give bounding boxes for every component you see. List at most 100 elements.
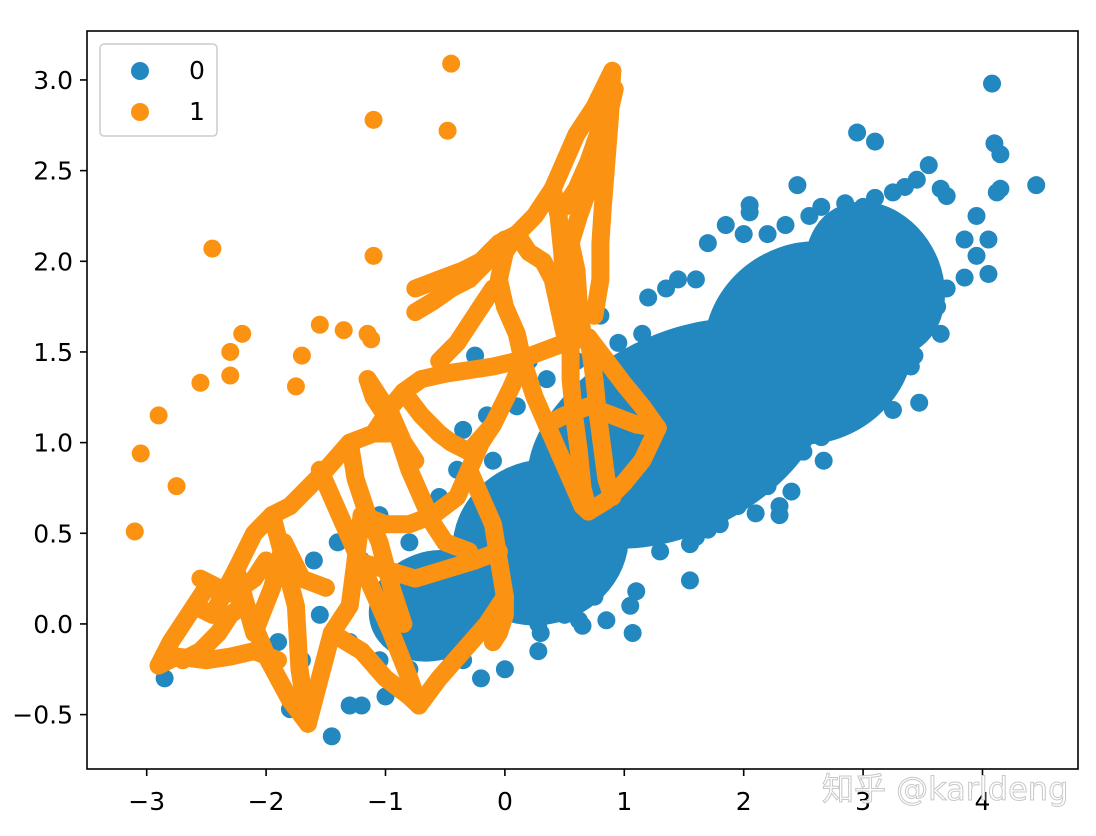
x-axis: −3 −2 −1 0 1 2 3 4 [128,769,990,816]
y-tick-label: 3.0 [33,66,73,95]
plot-frame [86,30,1079,770]
series-1-point [358,324,377,343]
series-0-point [758,477,777,496]
y-tick-label: 2.5 [33,157,73,186]
series-1-point [442,54,461,73]
series-1-point [286,377,305,396]
series-0-point [680,571,699,590]
legend-label-1: 1 [189,97,205,126]
series-1-point [191,373,210,392]
series-0-point [621,596,640,615]
series-0-point [866,359,885,378]
series-1-mesh-line [394,382,502,461]
series-0-point [979,264,998,283]
series-1-mesh-line [191,551,276,601]
series-0-point [830,415,849,434]
series-1-point [131,444,150,463]
series-0-point [609,333,628,352]
series-0-point [883,400,902,419]
series-0-point [931,324,950,343]
series-0-point [585,587,604,606]
series-0-point [987,183,1006,202]
series-1-mesh-line [561,234,592,343]
series-0-point [734,225,753,244]
series-0-point [734,469,753,488]
series-1-point [203,239,222,258]
series-0-point [991,145,1010,164]
series-0-point [752,460,771,479]
series-0-point [901,357,920,376]
series-0-point [788,176,807,195]
series-0-point [669,270,688,289]
series-1-mesh [149,61,667,733]
series-0-point [623,624,642,643]
series-0-point [955,230,974,249]
series-1-mesh-line [227,533,335,642]
series-1-mesh-line [507,225,574,343]
x-tick-label: 4 [975,787,991,816]
series-0-point [639,288,658,307]
series-0-point [531,624,550,643]
series-1-point [221,342,240,361]
series-0-point [567,593,586,612]
series-0-point [740,203,759,222]
series-0-point [686,270,705,289]
series-0-point [794,442,813,461]
series-0-point [543,569,562,588]
series-0-point [836,194,855,213]
series-1-point [292,346,311,365]
series-0-point [304,551,323,570]
series-1-mesh-line [173,596,252,670]
series-0-point [310,605,329,624]
series-0-point [919,156,938,175]
series-0-point [812,197,831,216]
series-1-mesh-line [484,587,514,652]
series-0-point [454,420,473,439]
legend-marker-0 [131,62,149,80]
series-1-mesh-line [346,542,508,588]
series-1-point [167,477,186,496]
series-0-point [716,216,735,235]
series-0-point [848,123,867,142]
series-1-mesh-line [460,460,514,606]
series-0-point [352,696,371,715]
legend: 0 1 [99,43,218,137]
series-1-point [221,366,240,385]
series-0-point [928,297,947,316]
series-0-point [633,324,652,343]
series-0-point [627,582,646,601]
series-1-point [233,324,252,343]
series-0-point [597,611,616,630]
series-1-mesh-line [555,61,622,216]
series-0-point [519,596,538,615]
series-1-point [438,121,457,140]
series-0-point [983,74,1002,93]
series-1-mesh-line [561,333,598,521]
series-0-point [758,225,777,244]
y-tick-label: 0.5 [33,519,73,548]
series-0-point [1027,176,1046,195]
series-0-point [814,451,833,470]
series-1-mesh-line [579,328,667,438]
series-0-point [955,268,974,287]
series-0-point [967,246,986,265]
series-1-mesh-line [579,419,667,521]
series-0-point [967,206,986,225]
series-0-point [746,504,765,523]
x-tick-label: 0 [497,787,513,816]
watermark: 知乎 @karldeng [822,770,1068,808]
series-1-mesh-line [430,279,502,370]
series-0-point [937,187,956,206]
series-0-point [866,188,885,207]
series-0-point [537,370,556,389]
series-1-mesh-line [310,460,428,715]
series-1-point [149,406,168,425]
x-tick-label: 1 [616,787,632,816]
y-tick-label: 1.5 [33,338,73,367]
legend-marker-1 [131,103,149,121]
series-1-point [364,246,383,265]
y-axis: −0.5 0.0 0.5 1.0 1.5 2.0 2.5 3.0 [12,66,87,730]
series-0-point [472,669,491,688]
